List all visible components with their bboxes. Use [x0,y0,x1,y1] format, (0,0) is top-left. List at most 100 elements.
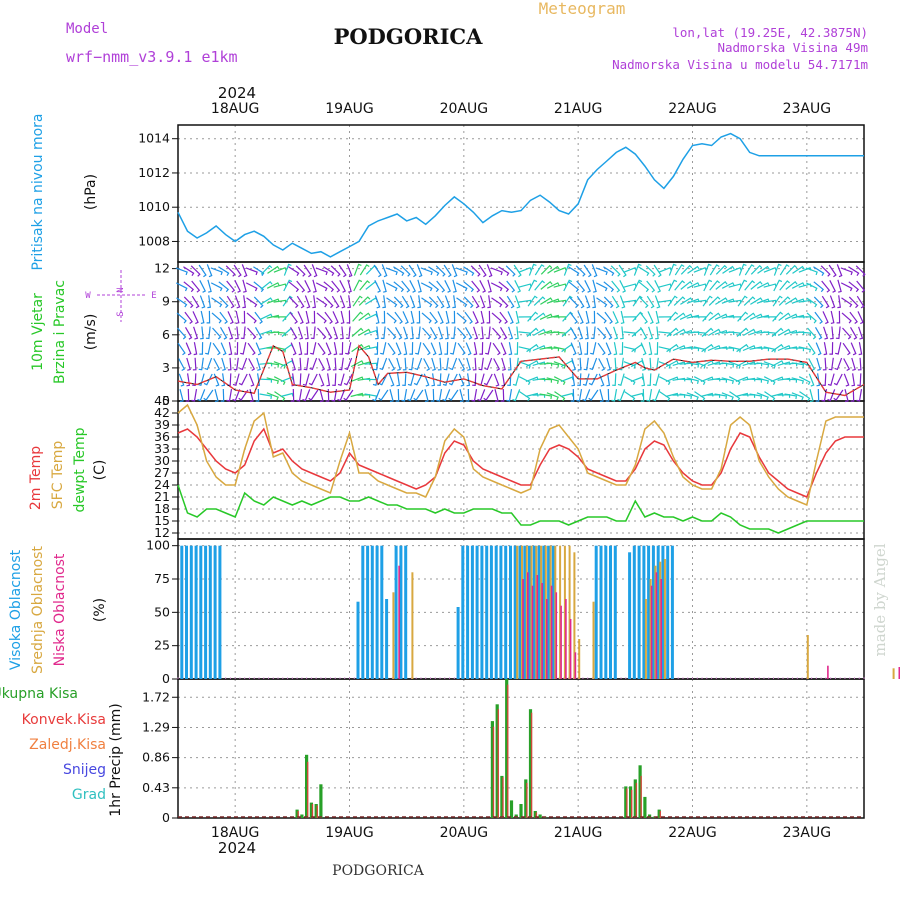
wind-barb [680,297,693,305]
wind-ylabel-1: 10m Vjetar [30,293,46,371]
wind-barb [829,280,837,293]
wind-barb [465,388,470,402]
wind-barb [413,373,423,386]
wind-barb [273,361,286,369]
wind-barb [791,282,805,289]
wind-barb [857,357,862,371]
compass-w: W [85,291,91,301]
cloud-bar-high [661,545,665,679]
wind-barb [289,327,298,340]
wind-barb [218,296,229,309]
wind-barb [484,357,493,371]
wind-barb [563,263,572,276]
wind-barb [799,391,811,402]
wind-barb [822,357,827,371]
precip-bar-total [300,814,304,818]
wind-barb [499,327,508,340]
wind-barb [836,264,843,278]
cloud-legend-mid: Srednja Oblacnost [30,546,46,674]
wind-barb [850,342,857,356]
wind-barb [836,310,841,324]
wind-barb [409,280,417,293]
wind-barb [827,373,835,386]
wind-barb [296,280,306,293]
wind-barb [605,342,612,356]
wind-barb [385,267,398,276]
wind-barb [238,373,248,386]
cloud-bar-high [380,545,384,679]
wind-barb [457,327,467,340]
wind-barb [507,311,514,325]
wind-barb [423,358,431,372]
wind-barb [744,264,755,276]
wind-barb [708,312,721,321]
wind-barb [325,342,332,356]
cloud-bar-high [204,545,208,679]
wind-barb [623,361,636,369]
wind-barb [830,310,835,324]
cloud-bar-low [827,665,829,679]
panel-precipitation-grid [178,679,864,819]
wind-barb [597,327,607,340]
wind-barb [421,297,433,308]
wind-barb [302,373,310,386]
wind-barb [386,297,398,308]
wind-barb [436,280,446,293]
wind-barb [232,373,240,386]
pressure-ytick-label: 1014 [138,131,170,146]
precip-bar-total [495,704,499,818]
wind-barb [478,357,484,371]
wind-barb [849,311,858,324]
wind-barb [198,264,207,278]
wind-barb [443,357,449,371]
wind-barb [584,295,591,309]
cloud-bar-mid [892,668,895,679]
cloud-bar-high [547,545,551,679]
wind-barb [288,281,300,293]
wind-barb [619,280,627,293]
wind-barb [420,282,433,292]
temperature-ytick-label: 39 [154,417,170,432]
wind-barb [394,327,403,340]
wind-barb [466,357,471,371]
wind-barb [345,326,351,340]
wind-barb [280,376,294,383]
wind-barb [641,357,646,371]
cloud-bar-high [599,545,603,679]
wind-barb [714,393,728,400]
wind-barb [395,342,402,356]
wind-barb [315,282,328,292]
model-altitude-label: Nadmorska Visina u modelu 54.7171m [612,57,868,72]
cloud-bar-high [475,545,479,679]
cloud-bar-low [398,565,400,679]
wind-barb [658,376,671,386]
cloud-bar-low [574,652,577,679]
wind-barb [184,327,193,340]
wind-barb [219,311,228,324]
wind-barb [830,326,834,340]
wind-barb [763,361,776,369]
temperature-ytick-label: 42 [154,405,170,420]
wind-barb [465,342,472,356]
altitude-label: Nadmorska Visina 49m [717,40,868,55]
wind-barb [654,342,659,355]
wind-barb [410,326,414,340]
xtick-label-bottom: 21AUG [554,825,603,841]
wind-barb [539,346,553,351]
wind-barb [736,327,749,337]
cloud-bar-high [485,545,489,679]
wind-barb [654,295,661,309]
wind-barb [403,342,408,356]
cloud-bar-high [361,545,365,679]
wind-barb [763,376,776,386]
precipitation-ytick-label: 0 [162,810,170,825]
wind-barb [763,267,777,273]
wind-barb [507,357,512,371]
wind-barb [513,264,522,278]
wind-barb [477,373,485,386]
wind-barb [612,373,617,387]
cloud-bar-mid [549,545,552,679]
temp-legend-sfc: SFC Temp [50,441,66,510]
wind-barb [680,264,693,275]
temperature-ytick-label: 45 [154,393,170,408]
